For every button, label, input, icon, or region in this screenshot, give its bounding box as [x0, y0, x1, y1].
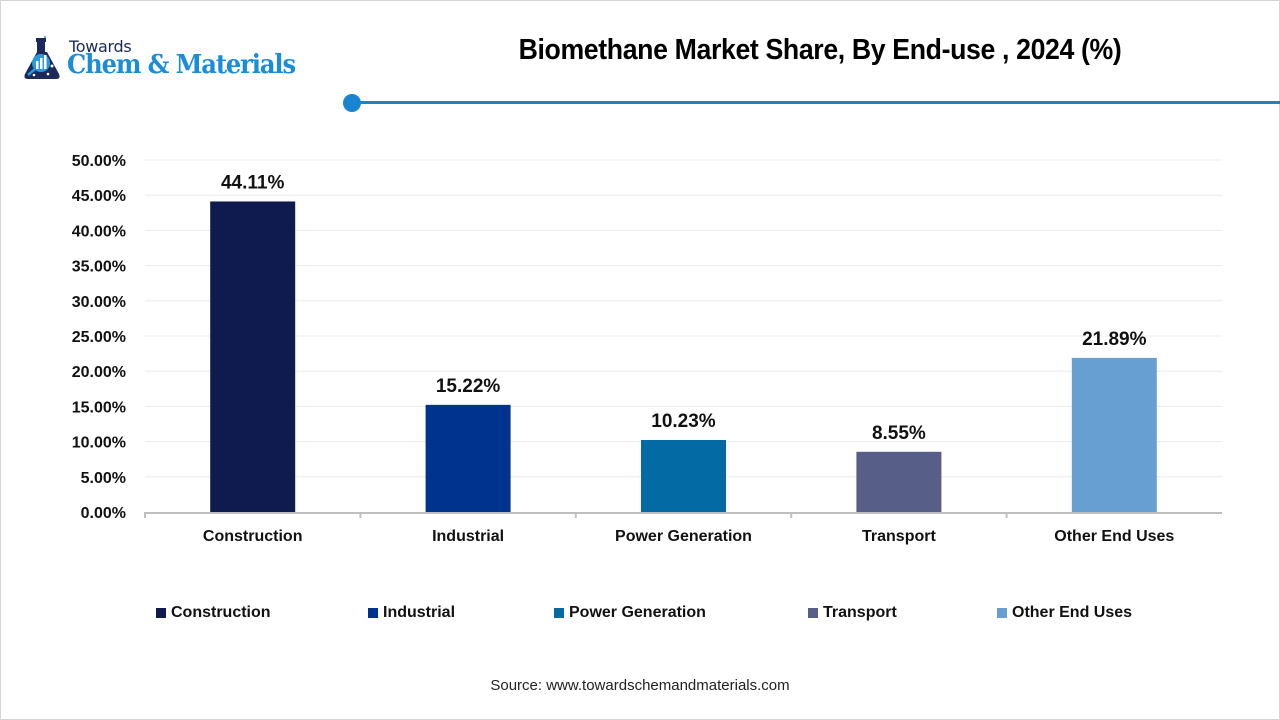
legend-item-power-generation: Power Generation [554, 604, 706, 622]
bars [210, 201, 1157, 512]
title-underline-dot [343, 94, 361, 112]
legend-label: Power Generation [569, 604, 706, 621]
legend-swatch [554, 608, 564, 618]
source-note: Source: www.towardschemandmaterials.com [490, 677, 790, 694]
data-label: 8.55% [872, 423, 926, 444]
legend-swatch [997, 608, 1007, 618]
x-tick-label: Industrial [432, 528, 504, 545]
y-tick-label: 10.00% [72, 435, 126, 452]
y-tick-label: 45.00% [72, 188, 126, 205]
chart-title: Biomethane Market Share, By End-use , 20… [518, 34, 1122, 66]
legend-item-other-end-uses: Other End Uses [997, 604, 1132, 622]
legend-item-transport: Transport [808, 604, 897, 622]
bar-transport [856, 451, 942, 512]
data-label: 44.11% [221, 172, 284, 193]
legend-item-industrial: Industrial [368, 604, 455, 622]
y-tick-label: 40.00% [72, 223, 126, 240]
y-tick-label: 25.00% [72, 329, 126, 346]
brand-logo: Towards Chem & Materials [22, 36, 342, 86]
chart-legend: Construction Industrial Power Generation Tr… [0, 604, 1280, 624]
x-tick-label: Construction [203, 528, 303, 545]
bar-power-generation [641, 439, 726, 512]
brand-top-text: Towards [69, 37, 132, 56]
y-tick-label: 20.00% [72, 364, 126, 381]
legend-label: Industrial [383, 604, 456, 621]
x-tick-label: Transport [862, 528, 936, 545]
legend-label: Transport [823, 604, 897, 621]
y-tick-label: 50.00% [72, 153, 126, 170]
data-label: 21.89% [1082, 329, 1147, 350]
x-tick-label: Power Generation [615, 528, 752, 545]
legend-swatch [808, 608, 818, 618]
y-tick-label: 15.00% [72, 399, 126, 416]
bar-construction [210, 201, 296, 512]
brand-main-text: Chem & Materials [67, 50, 296, 80]
title-underline [352, 101, 1280, 104]
x-axis-tick-labels: Construction Industrial Power Generation Tr… [203, 528, 1174, 545]
y-tick-label: 35.00% [72, 259, 126, 276]
bar-industrial [425, 404, 511, 512]
y-tick-label: 0.00% [81, 505, 126, 522]
legend-item-construction: Construction [156, 604, 271, 622]
legend-swatch [368, 608, 378, 618]
data-label: 15.22% [436, 376, 501, 397]
y-tick-label: 5.00% [81, 470, 126, 487]
legend-label: Other End Uses [1012, 604, 1133, 621]
legend-swatch [156, 608, 166, 618]
legend-label: Construction [171, 604, 271, 621]
y-axis-ticks: 0.00% 5.00% 10.00% 15.00% 20.00% 25.00% 30.00%… [72, 153, 126, 522]
data-label: 10.23% [651, 411, 716, 432]
data-labels: 44.11% 15.22% 10.23% 8.55% 21.89% [221, 172, 1147, 443]
flask-chart-icon [24, 36, 60, 79]
y-tick-label: 30.00% [72, 294, 126, 311]
bar-other-end-uses [1071, 357, 1157, 512]
x-tick-label: Other End Uses [1054, 528, 1174, 545]
x-axis [144, 512, 1222, 518]
